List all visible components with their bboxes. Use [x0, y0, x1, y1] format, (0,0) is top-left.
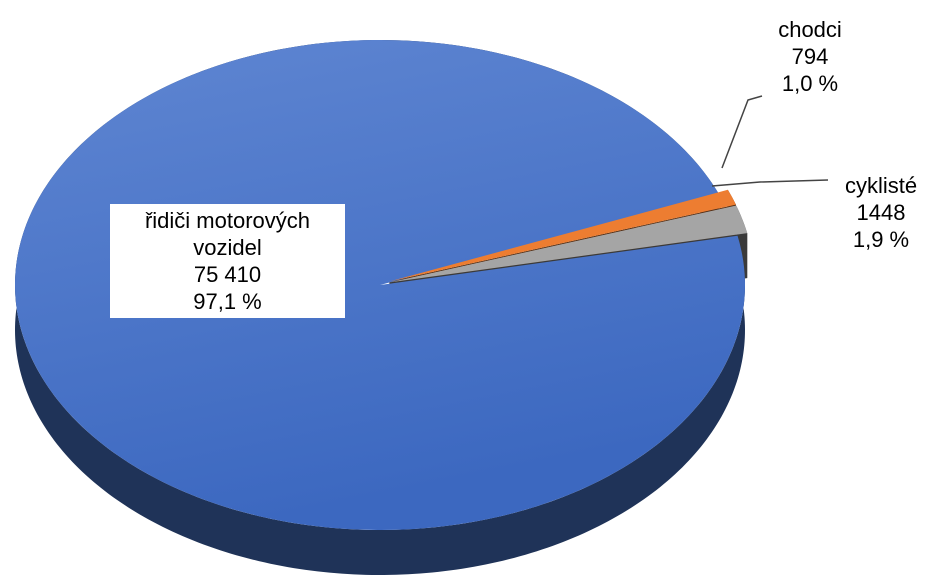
value-label: 794	[791, 44, 829, 69]
percent-label: 97,1 %	[193, 289, 262, 314]
percent-label: 1,9 %	[852, 227, 910, 252]
category-label: řidiči motorových vozidel	[144, 208, 311, 260]
slice	[15, 39, 746, 530]
leader-line	[711, 179, 829, 187]
category-label: cyklisté	[844, 173, 918, 198]
value-label: 75 410	[193, 262, 262, 287]
slice	[389, 205, 748, 283]
slice	[389, 189, 736, 282]
value-label: 1448	[856, 200, 906, 225]
leader-line	[721, 95, 763, 169]
category-label: chodci	[778, 17, 842, 42]
slice-label: řidiči motorových vozidel 75 410 97,1 %	[110, 204, 345, 318]
percent-label: 1,0 %	[781, 71, 839, 96]
slice-label: chodci 794 1,0 %	[760, 16, 860, 97]
slice-label: cyklisté 1448 1,9 %	[826, 172, 936, 253]
